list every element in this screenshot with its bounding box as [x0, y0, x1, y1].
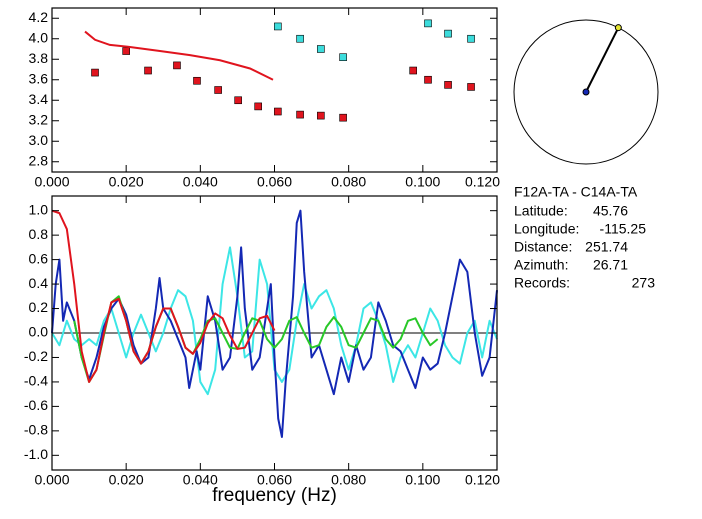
y-tick-label: 0.6 — [29, 250, 49, 266]
station-dot — [614, 24, 622, 32]
marker — [339, 53, 347, 62]
marker — [467, 34, 475, 43]
x-axis-label: frequency (Hz) — [212, 485, 337, 506]
y-tick-label: -0.4 — [24, 373, 48, 389]
x-tick-label: 0.120 — [465, 472, 500, 488]
x-tick-label: 0.080 — [331, 472, 366, 488]
marker — [122, 47, 130, 55]
x-tick-label: 0.000 — [34, 174, 69, 190]
y-tick-label: 0.2 — [29, 299, 49, 315]
x-tick-label: 0.120 — [465, 174, 500, 190]
curve — [51, 209, 498, 438]
y-tick-label: -1.0 — [24, 446, 48, 462]
y-tick-label: -0.8 — [24, 422, 48, 438]
marker — [173, 61, 181, 70]
marker — [444, 29, 452, 38]
marker — [296, 34, 304, 43]
marker — [424, 75, 432, 84]
x-tick-label: 0.040 — [183, 174, 218, 190]
marker — [254, 102, 262, 111]
x-tick-label: 0.000 — [34, 472, 69, 488]
x-tick-label: 0.020 — [109, 174, 144, 190]
y-tick-label: 3.4 — [29, 91, 49, 107]
y-tick-label: 0.8 — [29, 226, 49, 242]
y-tick-label: 3.8 — [29, 50, 49, 66]
marker — [409, 66, 417, 75]
x-tick-label: 0.060 — [257, 472, 292, 488]
marker — [467, 83, 475, 91]
marker — [193, 76, 201, 85]
info-label: Latitude: — [514, 203, 568, 219]
y-tick-label: 4.0 — [29, 29, 49, 45]
marker — [339, 113, 347, 122]
azimuth-line — [585, 27, 620, 93]
plot-frame — [51, 7, 498, 173]
info-value: 251.74 — [585, 239, 628, 255]
info-label: Azimuth: — [514, 257, 568, 273]
info-label: Distance: — [514, 239, 572, 255]
y-tick-label: 0.4 — [29, 275, 49, 291]
y-tick-label: 3.6 — [29, 70, 49, 86]
curve — [51, 209, 276, 383]
marker — [234, 96, 242, 105]
info-value: 273 — [632, 275, 656, 291]
y-tick-label: 3.0 — [29, 132, 49, 148]
x-tick-label: 0.040 — [183, 472, 218, 488]
y-tick-label: 2.8 — [29, 152, 49, 168]
marker — [274, 107, 282, 116]
marker — [317, 111, 325, 120]
marker — [91, 68, 99, 77]
info-label: Longitude: — [514, 221, 579, 237]
info-value: 26.71 — [593, 257, 628, 273]
marker — [214, 86, 222, 94]
azimuth-circle — [513, 19, 659, 165]
y-tick-label: 4.2 — [29, 9, 49, 25]
info-label: Records: — [514, 275, 570, 291]
station-dot — [582, 88, 590, 96]
info-value: 45.76 — [593, 203, 628, 219]
y-tick-label: 1.0 — [29, 201, 49, 217]
pair-title: F12A-TA - C14A-TA — [514, 184, 638, 200]
marker — [274, 22, 282, 31]
y-tick-label: 3.2 — [29, 111, 49, 127]
y-tick-label: -0.2 — [24, 348, 48, 364]
marker — [424, 19, 432, 28]
y-tick-label: -0.6 — [24, 397, 48, 413]
x-tick-label: 0.020 — [109, 472, 144, 488]
marker — [296, 110, 304, 119]
fit-line — [84, 30, 274, 81]
marker — [144, 66, 152, 75]
marker — [317, 45, 325, 53]
x-tick-label: 0.060 — [257, 174, 292, 190]
x-tick-label: 0.100 — [405, 472, 440, 488]
marker — [444, 81, 452, 89]
info-value: -115.25 — [600, 221, 647, 237]
x-tick-label: 0.080 — [331, 174, 366, 190]
x-tick-label: 0.100 — [405, 174, 440, 190]
y-tick-label: 0.0 — [29, 324, 49, 340]
